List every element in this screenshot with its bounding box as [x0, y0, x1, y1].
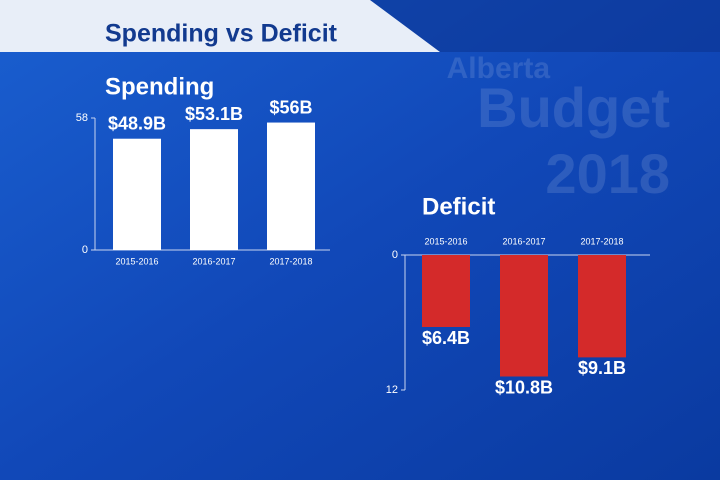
- bar: [500, 255, 548, 377]
- x-tick-label: 2015-2016: [424, 236, 467, 246]
- value-label: $10.8B: [495, 377, 553, 397]
- bar: [267, 122, 315, 250]
- watermark: Alberta: [447, 52, 551, 85]
- y-tick-label: 0: [392, 249, 398, 261]
- watermark: Budget: [477, 76, 670, 139]
- value-label: $6.4B: [422, 328, 470, 348]
- y-tick-label: 0: [82, 244, 88, 256]
- y-tick-label: 58: [76, 112, 88, 124]
- watermark: 2018: [545, 142, 670, 205]
- value-label: $9.1B: [578, 358, 626, 378]
- bar: [190, 129, 238, 250]
- bar: [422, 255, 470, 327]
- x-tick-label: 2016-2017: [192, 256, 235, 266]
- x-tick-label: 2016-2017: [502, 236, 545, 246]
- x-tick-label: 2017-2018: [580, 236, 623, 246]
- bar: [578, 255, 626, 358]
- x-tick-label: 2017-2018: [269, 256, 312, 266]
- page-title: Spending vs Deficit: [105, 20, 338, 48]
- y-tick-label: 12: [386, 384, 398, 396]
- chart-title: Deficit: [422, 193, 495, 220]
- value-label: $53.1B: [185, 104, 243, 124]
- x-tick-label: 2015-2016: [115, 256, 158, 266]
- value-label: $48.9B: [108, 113, 166, 133]
- bar: [113, 138, 161, 250]
- value-label: $56B: [269, 97, 312, 117]
- title-banner: [0, 0, 440, 52]
- chart-title: Spending: [105, 73, 214, 100]
